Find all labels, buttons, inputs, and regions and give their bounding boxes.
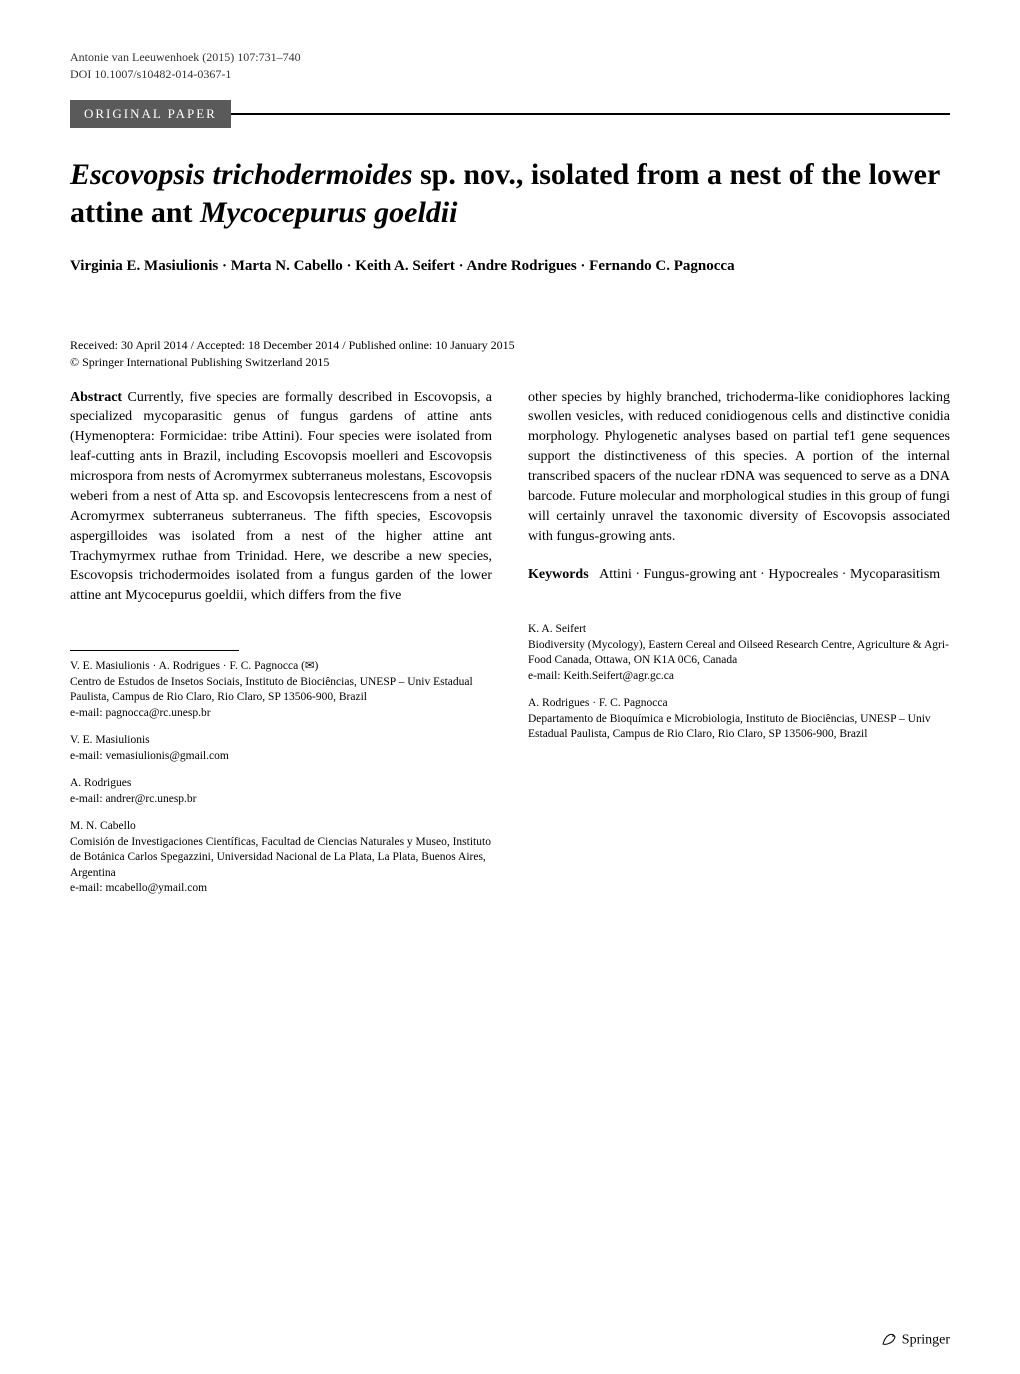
abstract-text-left: Currently, five species are formally des… (70, 390, 492, 604)
title-species-2: Mycocepurus goeldii (200, 196, 457, 229)
right-column: other species by highly branched, tricho… (528, 388, 950, 607)
copyright: © Springer International Publishing Swit… (70, 355, 950, 370)
article-dates: Received: 30 April 2014 / Accepted: 18 D… (70, 338, 950, 353)
affiliation-block: A. Rodrigues e-mail: andrer@rc.unesp.br (70, 776, 492, 807)
keywords-label: Keywords (528, 567, 589, 582)
publisher-footer: Springer (880, 1329, 950, 1352)
affiliation-block: V. E. Masiulionis e-mail: vemasiulionis@… (70, 733, 492, 764)
paper-type-label: ORIGINAL PAPER (70, 100, 231, 128)
title-species-1: Escovopsis trichodermoides (70, 158, 413, 191)
affiliation-block: A. Rodrigues · F. C. Pagnocca Departamen… (528, 696, 950, 743)
affil-left-column: V. E. Masiulionis · A. Rodrigues · F. C.… (70, 622, 492, 909)
left-column: Abstract Currently, five species are for… (70, 388, 492, 607)
affiliations-columns: V. E. Masiulionis · A. Rodrigues · F. C.… (70, 622, 950, 909)
affiliation-block: K. A. Seifert Biodiversity (Mycology), E… (528, 622, 950, 684)
abstract-paragraph: Abstract Currently, five species are for… (70, 388, 492, 607)
affil-names: V. E. Masiulionis (70, 733, 492, 749)
springer-horse-icon (880, 1329, 898, 1352)
affil-email: e-mail: Keith.Seifert@agr.gc.ca (528, 669, 950, 685)
doi: DOI 10.1007/s10482-014-0367-1 (70, 67, 950, 82)
affil-names: V. E. Masiulionis · A. Rodrigues · F. C.… (70, 659, 492, 675)
affil-email: e-mail: andrer@rc.unesp.br (70, 792, 492, 808)
keywords-text: Attini · Fungus-growing ant · Hypocreale… (599, 567, 940, 582)
abstract-text-right: other species by highly branched, tricho… (528, 388, 950, 547)
affiliation-block: V. E. Masiulionis · A. Rodrigues · F. C.… (70, 659, 492, 721)
affil-address: Departamento de Bioquímica e Microbiolog… (528, 712, 950, 743)
affil-email: e-mail: vemasiulionis@gmail.com (70, 749, 492, 765)
horizontal-rule (231, 113, 950, 115)
affil-names: K. A. Seifert (528, 622, 950, 638)
affil-address: Comisión de Investigaciones Científicas,… (70, 835, 492, 882)
body-columns: Abstract Currently, five species are for… (70, 388, 950, 607)
keywords-block: Keywords Attini · Fungus-growing ant · H… (528, 565, 950, 585)
section-rule: ORIGINAL PAPER (70, 100, 950, 128)
author-list: Virginia E. Masiulionis · Marta N. Cabel… (70, 255, 950, 278)
affil-address: Centro de Estudos de Insetos Sociais, In… (70, 675, 492, 706)
affil-names: A. Rodrigues (70, 776, 492, 792)
publisher-name: Springer (902, 1333, 950, 1348)
affil-names: M. N. Cabello (70, 819, 492, 835)
abstract-label: Abstract (70, 390, 122, 405)
journal-meta: Antonie van Leeuwenhoek (2015) 107:731–7… (70, 50, 950, 65)
affil-names: A. Rodrigues · F. C. Pagnocca (528, 696, 950, 712)
affil-right-column: K. A. Seifert Biodiversity (Mycology), E… (528, 622, 950, 909)
affil-address: Biodiversity (Mycology), Eastern Cereal … (528, 638, 950, 669)
affil-separator-rule (70, 650, 239, 651)
affiliation-block: M. N. Cabello Comisión de Investigacione… (70, 819, 492, 897)
affil-email: e-mail: pagnocca@rc.unesp.br (70, 706, 492, 722)
affil-email: e-mail: mcabello@ymail.com (70, 881, 492, 897)
article-title: Escovopsis trichodermoides sp. nov., iso… (70, 156, 950, 231)
